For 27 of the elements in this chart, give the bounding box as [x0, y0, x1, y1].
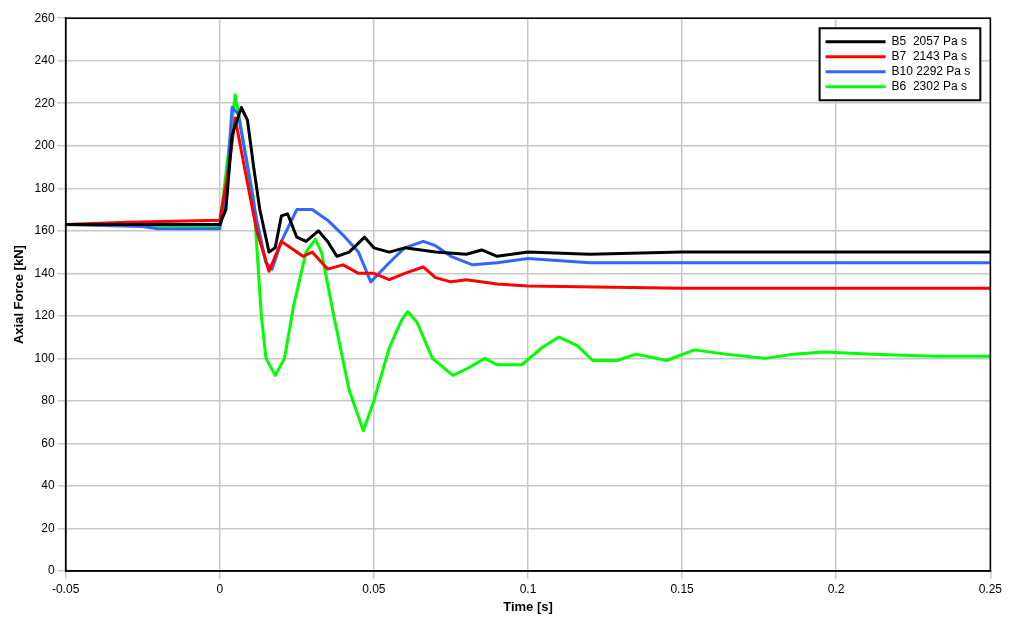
y-tick-label: 40 [41, 478, 55, 493]
y-tick-label: 60 [41, 435, 55, 450]
y-tick-label: 20 [41, 520, 55, 535]
y-axis-title: Axial Force [kN] [11, 245, 27, 345]
x-tick-label: 0.05 [362, 581, 386, 596]
y-tick-label: 260 [34, 10, 55, 25]
y-tick-label: 80 [41, 393, 55, 408]
y-tick-label: 240 [34, 53, 55, 68]
y-tick-label: 160 [34, 223, 55, 238]
x-tick-label: 0.1 [519, 581, 537, 596]
y-tick-label: 120 [34, 308, 55, 323]
x-tick-label: 0.2 [827, 581, 845, 596]
legend-label: B5 2057 Pa s [891, 34, 967, 49]
legend-label: B6 2302 Pa s [891, 79, 967, 94]
x-tick-label: -0.05 [51, 581, 80, 596]
y-tick-label: 200 [34, 138, 55, 153]
y-tick-label: 100 [34, 350, 55, 365]
y-tick-label: 220 [34, 95, 55, 110]
x-tick-label: 0.15 [670, 581, 695, 596]
y-tick-label: 0 [47, 563, 55, 578]
y-tick-label: 140 [34, 265, 55, 280]
y-tick-label: 180 [34, 180, 55, 195]
x-axis-title: Time [s] [503, 598, 553, 614]
legend-label: B7 2143 Pa s [891, 49, 967, 64]
x-tick-label: 0 [216, 581, 224, 596]
legend-label: B10 2292 Pa s [891, 64, 971, 79]
x-tick-label: 0.25 [978, 581, 1003, 596]
